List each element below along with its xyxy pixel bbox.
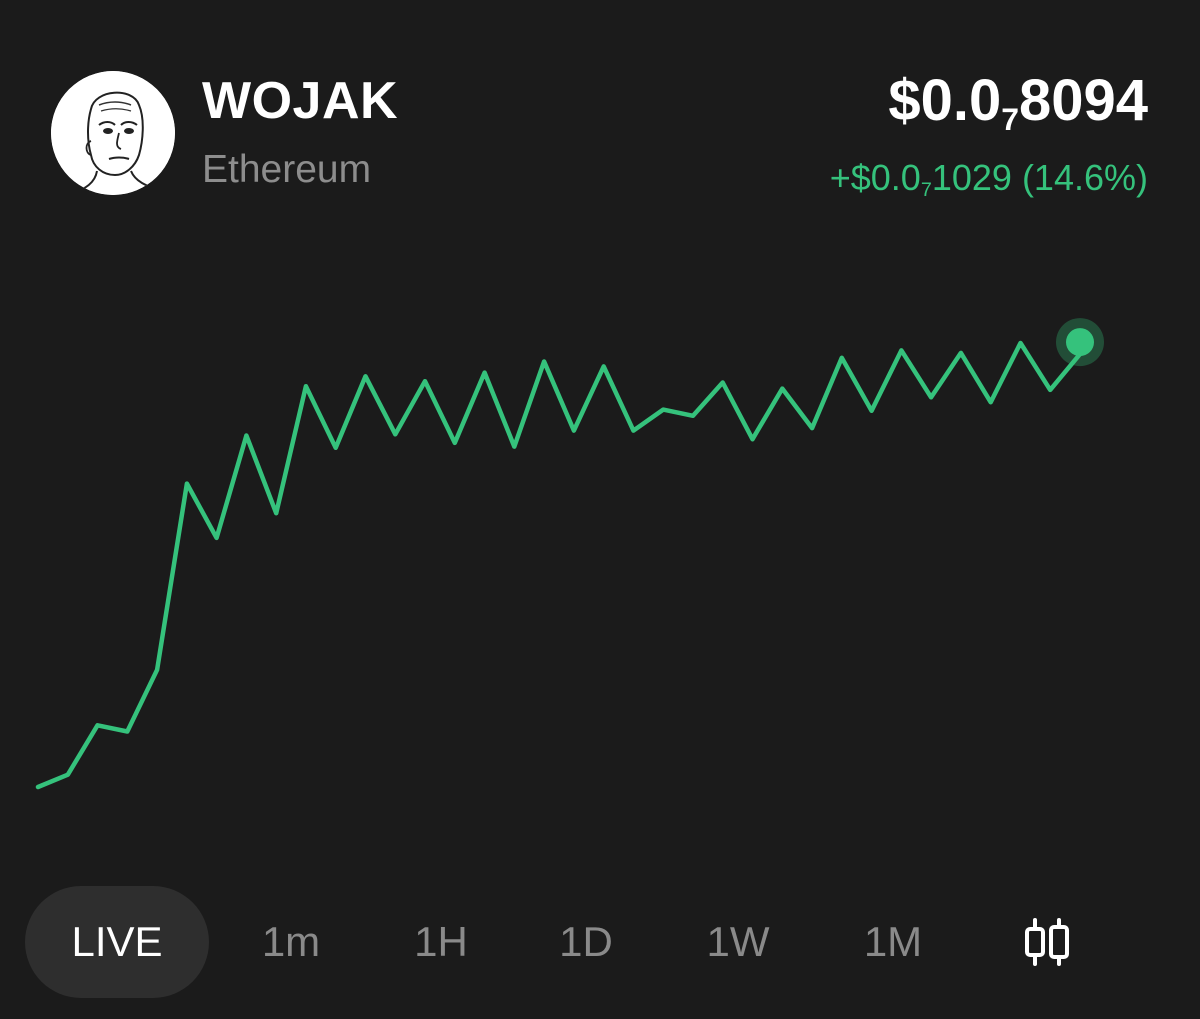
token-chain: Ethereum bbox=[202, 148, 372, 191]
change-digits: 1029 bbox=[931, 157, 1012, 198]
price-zero-count: 7 bbox=[1001, 101, 1019, 138]
last-price-marker bbox=[1066, 328, 1094, 357]
tab-1h[interactable]: 1H bbox=[414, 918, 468, 965]
tab-1d[interactable]: 1D bbox=[559, 918, 613, 965]
token-price: $0.078094 bbox=[888, 68, 1148, 142]
price-change: +$0.071029 (14.6%) bbox=[830, 155, 1148, 207]
price-line bbox=[35, 340, 1083, 790]
candlestick-chart-icon[interactable] bbox=[1019, 914, 1075, 970]
wojak-face-icon bbox=[51, 71, 175, 195]
price-digits: 8094 bbox=[1018, 68, 1148, 133]
price-prefix: $0.0 bbox=[888, 68, 1002, 133]
price-chart[interactable] bbox=[0, 220, 1200, 870]
tab-1w[interactable]: 1W bbox=[706, 918, 770, 965]
timeframe-tabs: LIVE 1m 1H 1D 1W 1M bbox=[25, 886, 1175, 998]
change-percent: (14.6%) bbox=[1021, 157, 1148, 198]
token-avatar bbox=[51, 71, 175, 195]
tab-1mo[interactable]: 1M bbox=[863, 918, 923, 965]
change-prefix: +$0.0 bbox=[829, 157, 921, 198]
tab-1m[interactable]: 1m bbox=[261, 918, 321, 965]
token-name: WOJAK bbox=[202, 72, 399, 130]
change-zero-count: 7 bbox=[920, 179, 932, 202]
tab-live[interactable]: LIVE bbox=[25, 886, 209, 998]
